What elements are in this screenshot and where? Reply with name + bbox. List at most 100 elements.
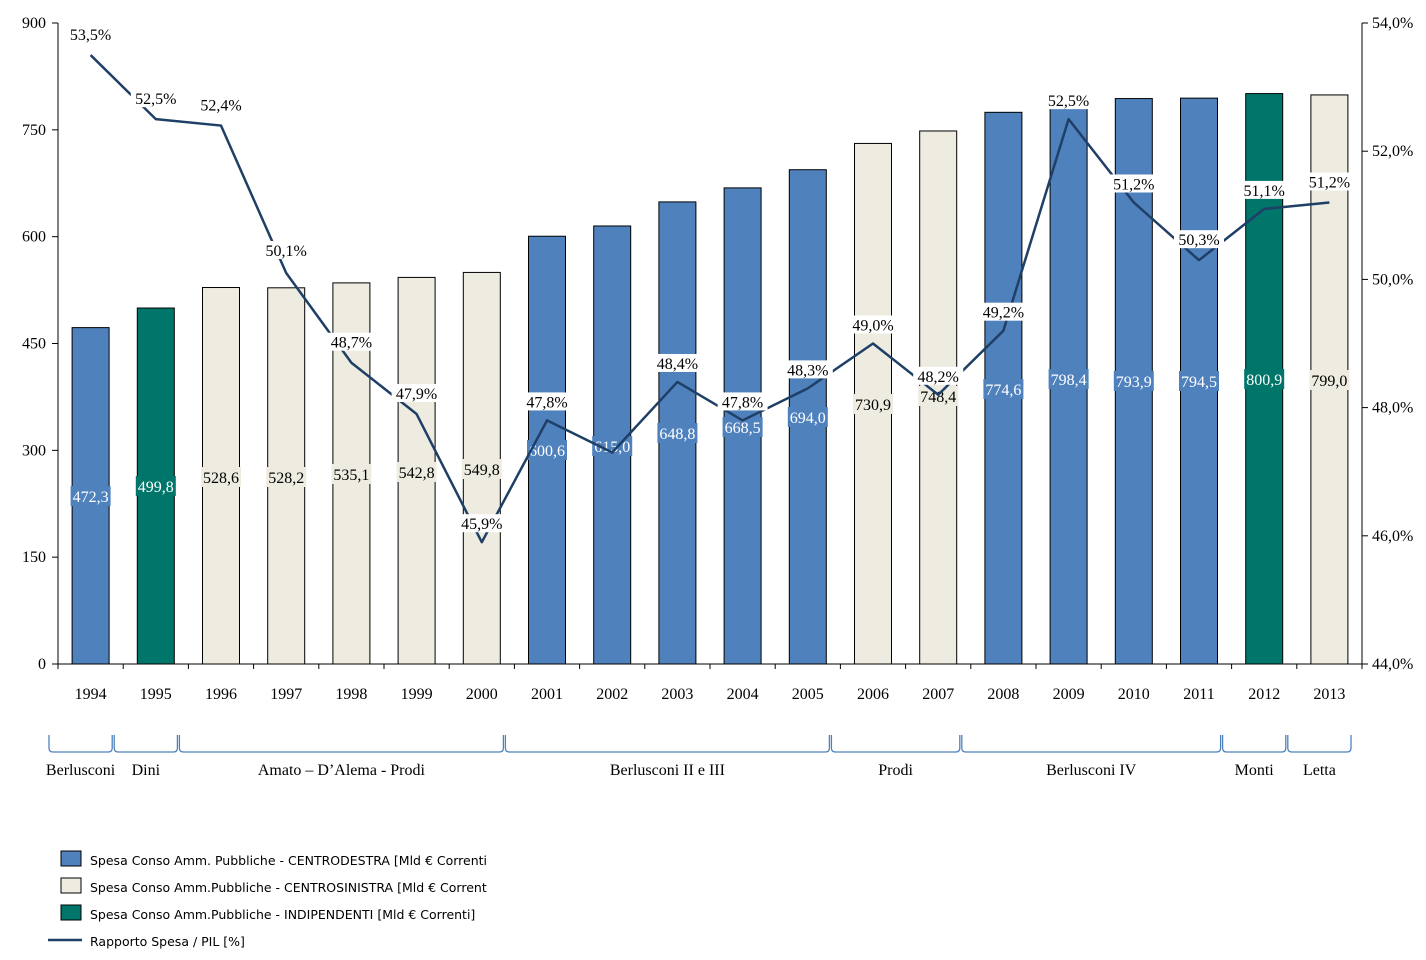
left-tick-label: 0 <box>38 656 46 673</box>
ratio-label-box <box>522 392 572 411</box>
bar-labels: 472,3 499,8 528,6 528,2 535,1 542,8 549,8 600,6… <box>70 369 1350 506</box>
bar-label-box <box>1179 371 1219 391</box>
bar-label-box <box>266 467 307 487</box>
bar-label-box <box>1309 370 1350 390</box>
bar-label-box <box>657 423 698 443</box>
ratio-line-group: 53,5% 52,5% 52,4% 50,1% 48,7% 47,9% 45,9% 47,8%… <box>65 25 1355 544</box>
government-label: Berlusconi II e III <box>610 762 725 779</box>
ratio-label-box <box>848 315 898 334</box>
ratio-label-box <box>1043 91 1094 110</box>
right-tick-label: 44,0% <box>1372 656 1413 673</box>
legend-label: Spesa Conso Amm. Pubbliche - CENTRODESTR… <box>90 853 487 868</box>
x-tick-label: 1995 <box>140 686 172 703</box>
government-bracket <box>1221 735 1287 753</box>
x-tick-label: 2008 <box>987 686 1019 703</box>
bar-label-box <box>853 394 893 414</box>
x-tick-label: 2013 <box>1313 686 1345 703</box>
ratio-value-label: 49,0% <box>852 318 893 335</box>
x-tick-label: 2001 <box>531 686 563 703</box>
government-label: Monti <box>1235 762 1275 779</box>
bar-value-label: 793,9 <box>1116 374 1152 391</box>
government-label: Amato – D’Alema - Prodi <box>258 762 426 779</box>
ratio-value-label: 47,9% <box>396 386 437 403</box>
ratio-label-box <box>130 89 181 108</box>
x-tick-label: 1998 <box>335 686 367 703</box>
bar-value-label: 798,4 <box>1051 372 1087 389</box>
ratio-label-box <box>1108 174 1159 193</box>
bar-value-label: 472,3 <box>73 489 109 506</box>
ratio-value-label: 48,3% <box>787 362 828 379</box>
x-tick-label: 1994 <box>75 686 107 703</box>
bar-value-label: 600,6 <box>529 443 565 460</box>
left-tick-label: 600 <box>22 229 46 246</box>
ratio-value-label: 50,1% <box>266 243 307 260</box>
x-tick-label: 2006 <box>857 686 889 703</box>
bar-value-label: 499,8 <box>138 479 174 496</box>
government-label: Dini <box>132 762 161 779</box>
government-label: Prodi <box>878 762 913 779</box>
x-tick-label: 2002 <box>596 686 628 703</box>
bar-value-label: 668,5 <box>725 420 761 437</box>
x-tick-label: 2009 <box>1053 686 1085 703</box>
x-tick-label: 2004 <box>727 686 759 703</box>
ratio-value-label: 48,4% <box>657 356 698 373</box>
bar-value-label: 730,9 <box>855 397 891 414</box>
bar-label-box <box>1048 369 1089 389</box>
left-tick-label: 300 <box>22 442 46 459</box>
x-tick-label: 2007 <box>922 686 954 703</box>
bar-value-label: 799,0 <box>1311 373 1347 390</box>
bar-value-label: 528,2 <box>268 470 304 487</box>
bar-value-label: 794,5 <box>1181 374 1217 391</box>
bar-value-label: 549,8 <box>464 462 500 479</box>
x-tick-label: 1997 <box>270 686 302 703</box>
ratio-value-label: 47,8% <box>722 394 763 411</box>
government-label: Berlusconi <box>46 762 116 779</box>
government-label: Letta <box>1303 762 1336 779</box>
ratio-value-label: 52,5% <box>1048 93 1089 110</box>
left-tick-label: 450 <box>22 336 46 353</box>
bar-label-box <box>983 379 1024 399</box>
ratio-value-label: 47,8% <box>526 394 567 411</box>
bar-value-label: 542,8 <box>399 465 435 482</box>
government-bracket <box>113 735 179 753</box>
legend-label: Spesa Conso Amm.Pubbliche - CENTROSINIST… <box>90 880 487 895</box>
bar-value-label: 748,4 <box>920 389 956 406</box>
bar-label-box <box>135 476 176 496</box>
government-brackets: Berlusconi Dini Amato – D’Alema - Prodi Ber… <box>46 735 1352 779</box>
left-tick-label: 750 <box>22 122 46 139</box>
legend-swatch <box>60 904 82 921</box>
ratio-label-box <box>652 353 703 372</box>
ratio-label-box <box>1174 230 1224 249</box>
ratio-label-box <box>65 25 116 44</box>
ratio-label-box <box>913 366 964 385</box>
ratio-value-label: 51,1% <box>1244 183 1285 200</box>
ratio-value-label: 51,2% <box>1309 174 1350 191</box>
legend-swatch <box>60 850 82 867</box>
bar-label-box <box>722 417 763 437</box>
ratio-value-label: 45,9% <box>461 516 502 533</box>
x-tick-label: 2003 <box>661 686 693 703</box>
legend: Spesa Conso Amm. Pubbliche - CENTRODESTR… <box>48 850 487 949</box>
left-tick-label: 900 <box>22 15 46 32</box>
ratio-value-label: 48,7% <box>331 335 372 352</box>
x-tick-label: 2000 <box>466 686 498 703</box>
bar-label-box <box>396 462 437 482</box>
bar-label-box <box>461 459 502 479</box>
government-label: Berlusconi IV <box>1046 762 1137 779</box>
bar-value-label: 800,9 <box>1246 372 1282 389</box>
bar-label-box <box>1113 371 1154 391</box>
bar-value-label: 694,0 <box>790 410 826 427</box>
ratio-value-label: 53,5% <box>70 27 111 44</box>
bar-value-label: 774,6 <box>985 382 1021 399</box>
x-tick-label: 1999 <box>401 686 433 703</box>
ratio-label-box <box>456 514 507 533</box>
ratio-value-label: 52,4% <box>200 98 241 115</box>
bar-label-box <box>331 464 372 484</box>
ratio-label-box <box>196 95 246 114</box>
right-tick-label: 52,0% <box>1372 143 1413 160</box>
x-tick-labels: 1994 1995 1996 1997 1998 1999 2000 2001 2002 2003… <box>75 686 1346 703</box>
bar-label-box <box>70 486 111 506</box>
government-bracket <box>48 735 113 753</box>
ratio-label-box <box>261 240 312 259</box>
